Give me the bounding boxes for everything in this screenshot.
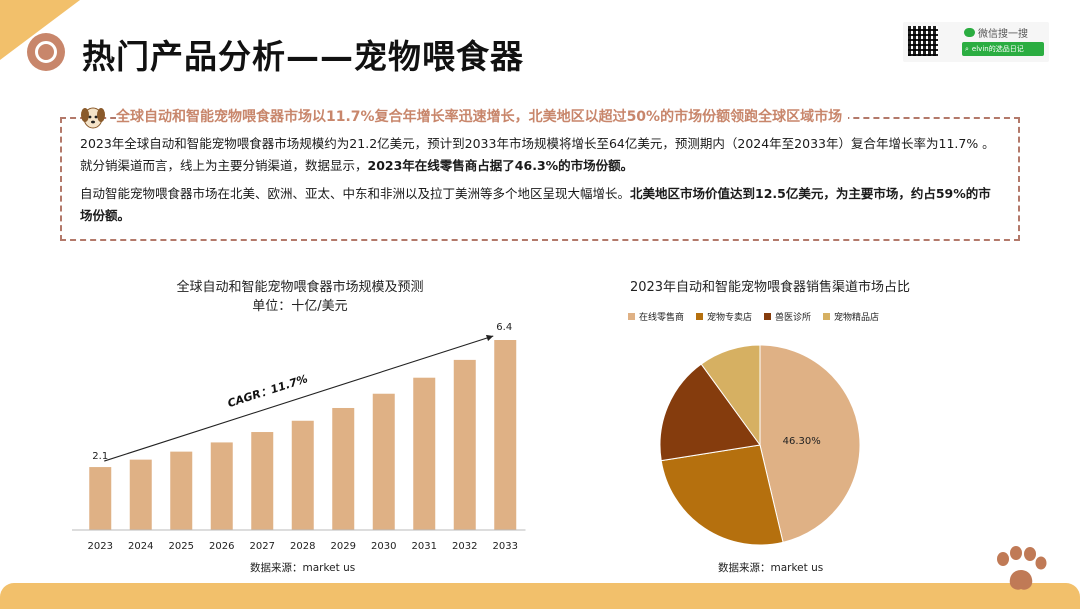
wechat-search-box: ⌕ elvin的选品日记 [962,42,1044,56]
bar-chart: 2023 2024 2025 2026 2027 2028 2029 2030 2031 2032… [72,322,526,552]
qr-code-icon [908,26,938,56]
pie-data-label: 46.30% [783,436,821,447]
dog-icon [81,107,105,129]
legend-item: 在线零售商 [628,310,684,323]
legend-swatch [764,313,772,320]
pie-chart-source: 数据来源：market us [718,562,824,574]
x-tick-label: 2025 [169,541,194,552]
cagr-annotation: CAGR：11.7% [226,372,309,410]
legend-swatch [628,313,635,320]
legend-label: 宠物专卖店 [707,313,753,323]
legend-label: 宠物精品店 [834,313,880,323]
pie-chart: 46.30% [659,344,861,546]
wechat-label-row: 微信搜一搜 [964,25,1028,40]
x-tick-label: 2032 [452,541,477,552]
bar-2032 [453,359,476,530]
pie-chart-title: 2023年自动和智能宠物喂食器销售渠道市场占比 [629,280,911,295]
summary-paragraph-2: 自动智能宠物喂食器市场在北美、欧洲、亚太、中东和非洲以及拉丁美洲等多个地区呈现大… [80,183,998,227]
data-label-last: 6.4 [496,322,512,333]
x-tick-label: 2024 [128,541,153,552]
legend-item: 兽医诊所 [764,310,811,323]
summary-headline: 全球自动和智能宠物喂食器市场以11.7%复合年增长率迅速增长，北美地区以超过50… [116,106,849,126]
summary-paragraph-1: 2023年全球自动和智能宠物喂食器市场规模约为21.2亿美元，预计到2033年市… [80,133,998,177]
x-tick-label: 2027 [250,541,275,552]
legend-swatch [696,313,704,320]
legend-swatch [823,313,831,320]
bar-2033 [494,340,517,530]
legend-item: 宠物专卖店 [696,310,752,323]
bar-2030 [372,393,395,530]
title-bullet-icon [27,33,65,71]
legend-item: 宠物精品店 [823,310,879,323]
legend-label: 在线零售商 [639,313,685,323]
pie-slice-兽医诊所 [659,363,761,462]
wechat-icon [964,28,975,37]
bottom-band [0,583,1080,609]
x-tick-label: 2033 [493,541,518,552]
summary-p2-text: 自动智能宠物喂食器市场在北美、欧洲、亚太、中东和非洲以及拉丁美洲等多个地区呈现大… [80,186,631,201]
bar-2027 [251,432,274,530]
bar-chart-subtitle: 单位：十亿/美元 [252,299,348,314]
x-tick-label: 2028 [290,541,315,552]
bar-2029 [332,407,355,530]
wechat-label: 微信搜一搜 [978,29,1028,40]
paw-icon [997,546,1047,590]
pie-slice-宠物精品店 [700,344,761,447]
data-label-first: 2.1 [92,451,108,462]
cagr-trend-arrow [104,334,494,462]
pie-slice-宠物专卖店 [660,444,784,546]
bar-2031 [413,377,436,530]
bar-2024 [129,459,152,530]
bar-chart-source: 数据来源：market us [250,562,356,574]
summary-p1-text: 2023年全球自动和智能宠物喂食器市场规模约为21.2亿美元，预计到2033年市… [80,136,995,173]
pie-legend: 在线零售商 宠物专卖店 兽医诊所 宠物精品店 [628,310,879,323]
bar-2025 [170,451,193,530]
x-tick-label: 2029 [331,541,356,552]
summary-p1-highlight: 2023年在线零售商占据了46.3%的市场份额。 [367,158,634,173]
bar-2028 [291,420,314,530]
x-tick-label: 2023 [88,541,113,552]
page-title: 热门产品分析——宠物喂食器 [82,37,524,76]
wechat-search-text: elvin的选品日记 [971,45,1024,53]
x-tick-label: 2031 [412,541,437,552]
pie-slice-在线零售商 [759,344,861,543]
x-tick-label: 2026 [209,541,234,552]
bar-chart-title: 全球自动和智能宠物喂食器市场规模及预测 [176,280,424,295]
summary-p2-highlight: 北美地区市场价值达到12.5亿美元，为主要市场，约占59%的市场份额。 [80,186,991,223]
search-icon: ⌕ [965,45,969,53]
bar-2026 [210,442,233,530]
bar-2023 [89,467,112,530]
legend-label: 兽医诊所 [775,313,812,323]
x-tick-label: 2030 [371,541,396,552]
